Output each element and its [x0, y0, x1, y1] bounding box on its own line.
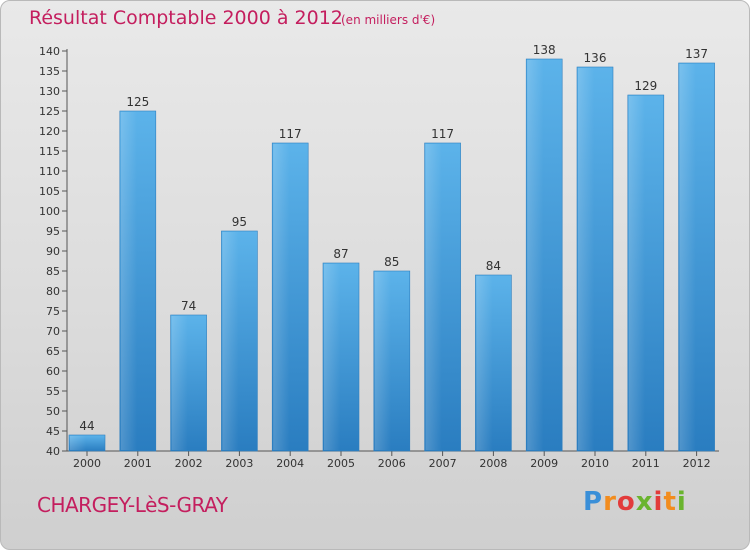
chart-title: Résultat Comptable 2000 à 2012	[29, 7, 343, 29]
x-tick-label: 2005	[327, 457, 355, 470]
y-tick-label: 65	[46, 345, 60, 358]
bar-highlight	[425, 144, 442, 450]
x-tick-label: 2000	[73, 457, 101, 470]
x-tick-label: 2010	[581, 457, 609, 470]
x-tick-label: 2007	[429, 457, 457, 470]
bar-highlight	[679, 64, 696, 450]
y-tick-label: 110	[39, 165, 60, 178]
y-tick-label: 80	[46, 285, 60, 298]
y-tick-label: 125	[39, 105, 60, 118]
y-tick-label: 105	[39, 185, 60, 198]
data-label: 125	[126, 95, 149, 109]
data-label: 84	[486, 259, 501, 273]
y-tick-label: 55	[46, 385, 60, 398]
y-tick-label: 115	[39, 145, 60, 158]
y-tick-label: 85	[46, 265, 60, 278]
y-tick-label: 130	[39, 85, 60, 98]
data-label: 85	[384, 255, 399, 269]
y-tick-label: 60	[46, 365, 60, 378]
labels: 2000 44 2001 125 2002 74 2003 95 2004 117 2005 87 20…	[73, 43, 711, 470]
data-label: 137	[685, 47, 708, 61]
data-label: 95	[232, 215, 247, 229]
x-tick-label: 2002	[175, 457, 203, 470]
data-label: 87	[333, 247, 348, 261]
x-tick-label: 2006	[378, 457, 406, 470]
data-label: 138	[533, 43, 556, 57]
y-tick-label: 70	[46, 325, 60, 338]
data-label: 44	[79, 419, 94, 433]
x-tick-label: 2009	[530, 457, 558, 470]
y-tick-label: 75	[46, 305, 60, 318]
y-tick-label: 120	[39, 125, 60, 138]
data-label: 129	[634, 79, 657, 93]
y-tick-label: 90	[46, 245, 60, 258]
bar-highlight	[324, 264, 341, 450]
bar-highlight	[70, 436, 87, 450]
bar-highlight	[578, 68, 595, 450]
x-tick-label: 2011	[632, 457, 660, 470]
y-tick-label: 50	[46, 405, 60, 418]
bar-highlight	[171, 316, 188, 450]
bars	[68, 58, 715, 452]
x-tick-label: 2003	[225, 457, 253, 470]
bar-highlight	[527, 60, 544, 450]
bar-highlight	[120, 112, 137, 450]
y-tick-label: 95	[46, 225, 60, 238]
bar-highlight	[222, 232, 239, 450]
x-tick-label: 2001	[124, 457, 152, 470]
bar-highlight	[374, 272, 391, 450]
bar-highlight	[476, 276, 493, 450]
proxiti-logo: Proxiti	[583, 487, 687, 517]
x-tick-label: 2008	[479, 457, 507, 470]
y-tick-label: 45	[46, 425, 60, 438]
bar-highlight	[273, 144, 290, 450]
y-tick-label: 40	[46, 445, 60, 458]
x-tick-label: 2004	[276, 457, 304, 470]
data-label: 136	[584, 51, 607, 65]
data-label: 117	[279, 127, 302, 141]
data-label: 74	[181, 299, 196, 313]
y-tick-label: 100	[39, 205, 60, 218]
y-tick-label: 135	[39, 65, 60, 78]
bar-highlight	[628, 96, 645, 450]
city-name: CHARGEY-LèS-GRAY	[37, 493, 228, 517]
chart-subtitle: (en milliers d'€)	[341, 13, 436, 27]
data-label: 117	[431, 127, 454, 141]
x-tick-label: 2012	[683, 457, 711, 470]
y-tick-label: 140	[39, 45, 60, 58]
